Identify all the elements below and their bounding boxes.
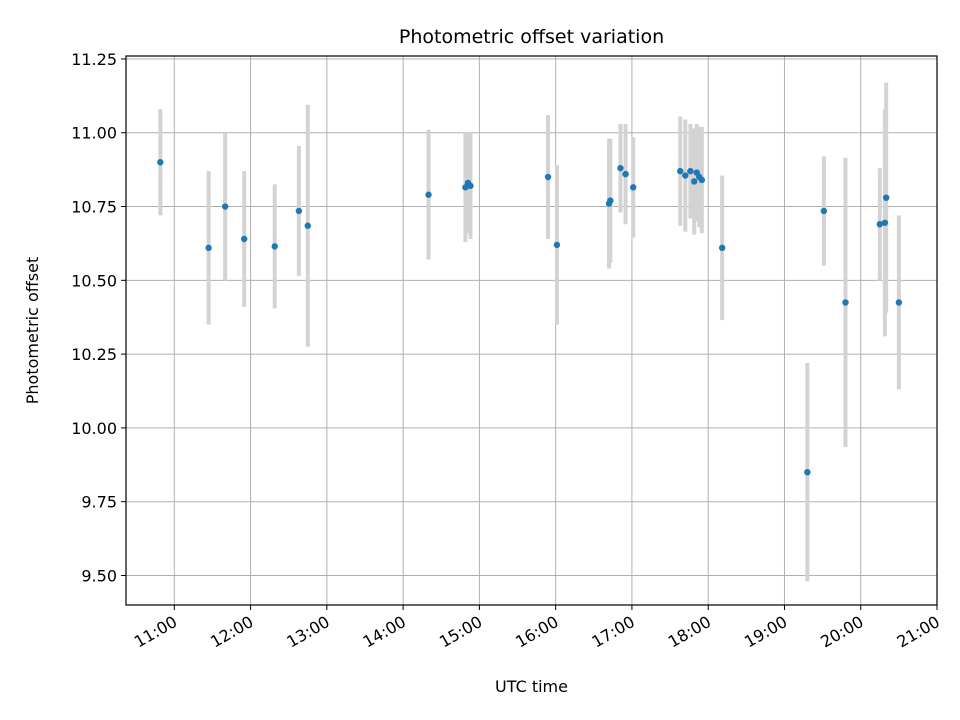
y-tick-label: 11.00 (71, 124, 117, 143)
data-point (842, 299, 849, 306)
y-tick-label: 11.25 (71, 50, 117, 69)
data-point (698, 176, 706, 184)
x-axis-label: UTC time (495, 677, 568, 696)
data-point (881, 219, 889, 226)
data-point (876, 221, 883, 228)
data-point (544, 173, 552, 181)
y-tick-label: 9.75 (81, 493, 117, 512)
data-point (895, 299, 903, 306)
data-point (629, 184, 637, 191)
y-tick-label: 10.50 (71, 271, 117, 290)
data-point (304, 222, 311, 229)
data-point (221, 203, 229, 210)
y-tick-label: 10.00 (71, 419, 117, 438)
data-point (157, 159, 164, 166)
data-point (467, 182, 474, 190)
data-point (241, 235, 248, 243)
data-point (425, 191, 432, 198)
y-axis-label: Photometric offset (23, 257, 42, 405)
data-points (157, 159, 903, 476)
y-tick-label: 10.75 (71, 198, 117, 217)
data-point (205, 244, 212, 252)
data-point (682, 172, 689, 179)
data-point (553, 241, 561, 249)
data-point (617, 164, 624, 172)
chart-title: Photometric offset variation (399, 26, 664, 48)
y-tick-label: 9.50 (81, 566, 117, 585)
plot-frame (125, 55, 938, 606)
data-point (687, 167, 694, 175)
data-point (607, 197, 614, 204)
data-point (677, 167, 684, 175)
data-point (718, 244, 726, 252)
data-point (271, 243, 278, 250)
data-point (295, 207, 303, 215)
data-point (882, 194, 890, 201)
y-tick-label: 10.25 (71, 345, 117, 364)
data-point (804, 468, 811, 476)
data-point (622, 170, 629, 178)
data-point (820, 207, 828, 215)
data-point (691, 178, 698, 185)
